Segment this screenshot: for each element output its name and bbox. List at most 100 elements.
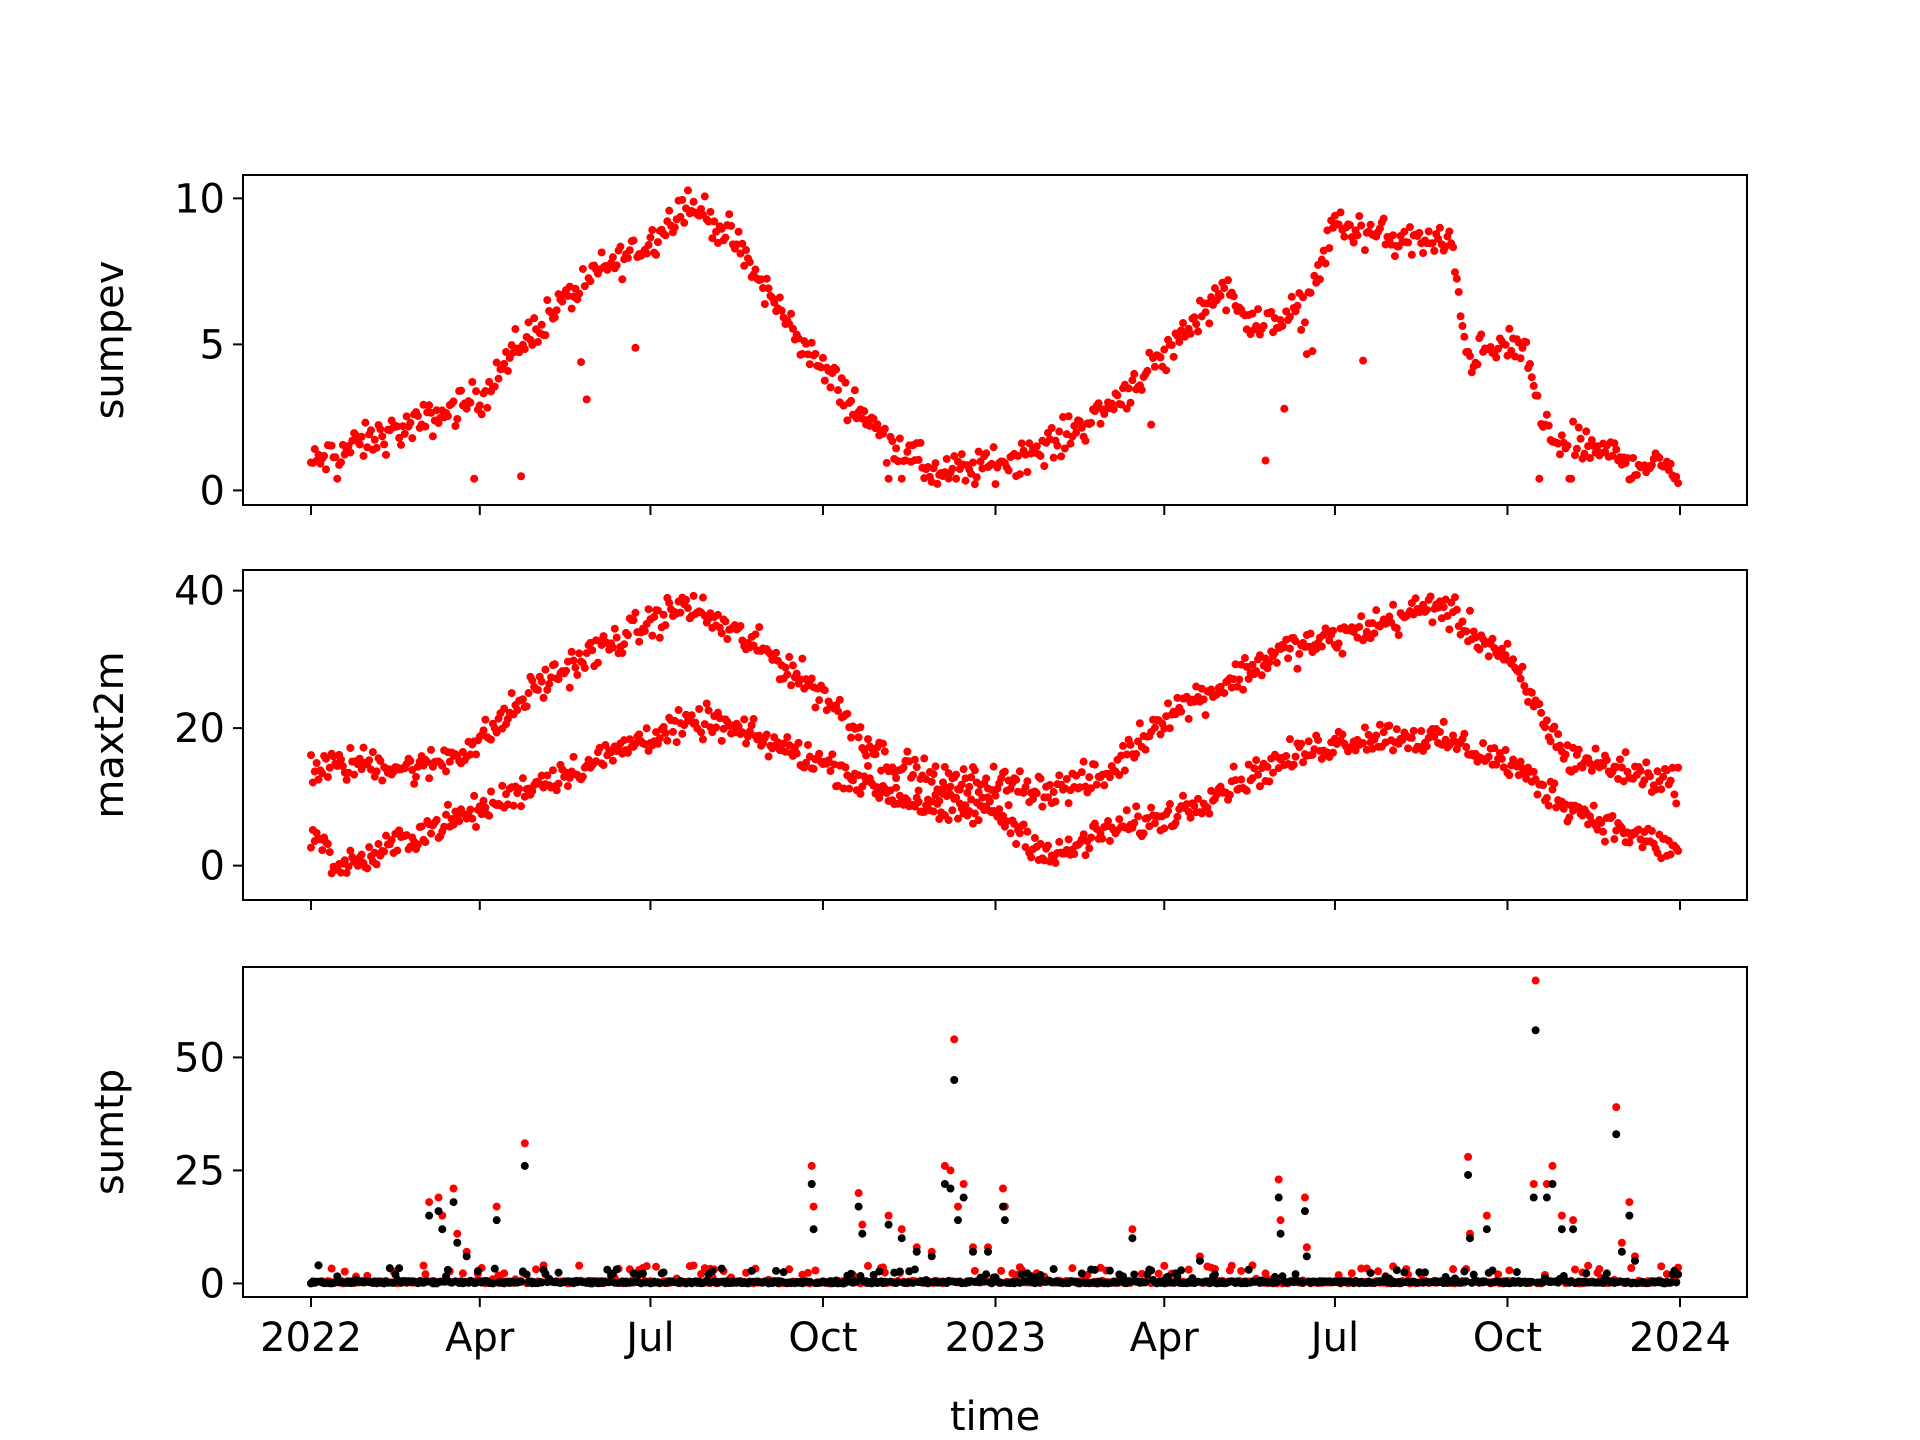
data-point (950, 1035, 959, 1044)
data-point (1090, 760, 1099, 769)
data-point (1036, 774, 1045, 783)
data-point (1674, 479, 1683, 488)
data-point (854, 733, 863, 742)
data-point (327, 1264, 336, 1273)
data-point (880, 424, 889, 433)
data-point (442, 810, 451, 819)
data-point (914, 786, 923, 795)
data-point (1291, 752, 1300, 761)
data-point (1582, 427, 1591, 436)
data-point (1400, 1268, 1409, 1277)
data-point (663, 736, 672, 745)
data-point (428, 432, 437, 441)
data-point (1359, 739, 1368, 748)
data-point (843, 416, 852, 425)
data-point (646, 233, 655, 242)
data-point (940, 1161, 949, 1170)
data-point (856, 789, 865, 798)
data-point (346, 448, 355, 457)
data-point (678, 195, 687, 204)
data-point (361, 418, 370, 427)
data-point (860, 407, 869, 416)
data-point (1201, 711, 1210, 720)
data-point (652, 1262, 661, 1271)
data-point (863, 1261, 872, 1270)
data-point (1392, 725, 1401, 734)
x-tick-label: 2023 (945, 1315, 1047, 1361)
data-point (1653, 767, 1662, 776)
data-point (442, 1272, 451, 1281)
data-point (1325, 244, 1334, 253)
data-point (1105, 773, 1114, 782)
data-point (423, 758, 432, 767)
data-point (1021, 843, 1030, 852)
data-point (432, 406, 441, 415)
data-point (425, 1211, 434, 1220)
data-point (1004, 801, 1013, 810)
x-tick-label: Jul (623, 1315, 674, 1361)
data-point (1244, 674, 1253, 683)
data-point (575, 289, 584, 298)
data-point (1229, 762, 1238, 771)
data-point (672, 738, 681, 747)
data-point (1119, 741, 1128, 750)
data-point (1255, 782, 1264, 791)
data-point (1242, 786, 1251, 795)
data-point (655, 633, 664, 642)
data-point (1550, 779, 1559, 788)
data-point (573, 670, 582, 679)
data-point (1055, 771, 1064, 780)
data-point (674, 706, 683, 715)
data-point (470, 474, 479, 483)
data-point (721, 233, 730, 242)
data-point (1225, 790, 1234, 799)
data-point (903, 747, 912, 756)
data-point (1237, 1266, 1246, 1275)
data-point (1449, 1265, 1458, 1274)
data-point (1657, 1262, 1666, 1271)
data-point (500, 359, 509, 368)
data-point (1576, 434, 1585, 443)
data-point (382, 450, 391, 459)
y-tick-label: 0 (200, 468, 225, 514)
data-point (1012, 840, 1021, 849)
data-point (1540, 723, 1549, 732)
series-points (307, 186, 1683, 489)
data-point (552, 306, 561, 315)
data-point (817, 363, 826, 372)
data-point (1617, 763, 1626, 772)
data-point (1248, 309, 1257, 318)
data-point (1280, 404, 1289, 413)
data-point (1539, 781, 1548, 790)
data-point (858, 1229, 867, 1238)
data-point (659, 610, 668, 619)
data-point (554, 779, 563, 788)
data-point (1336, 208, 1345, 217)
data-point (1389, 600, 1398, 609)
data-point (944, 816, 953, 825)
data-point (1527, 373, 1536, 382)
data-point (1150, 362, 1159, 371)
data-point (1567, 474, 1576, 483)
data-point (1627, 1263, 1636, 1272)
data-point (1302, 1252, 1311, 1261)
data-point (421, 1270, 430, 1279)
data-point (410, 779, 419, 788)
data-point (1224, 276, 1233, 285)
data-point (710, 217, 719, 226)
data-point (897, 1225, 906, 1234)
data-point (1584, 1261, 1593, 1270)
data-point (1505, 1266, 1514, 1275)
data-point (659, 1268, 668, 1277)
data-point (1049, 788, 1058, 797)
data-point (929, 770, 938, 779)
data-point (1610, 835, 1619, 844)
data-point (1550, 722, 1559, 731)
data-point (582, 395, 591, 404)
data-point (1572, 444, 1581, 453)
data-point (1306, 288, 1315, 297)
data-point (1460, 729, 1469, 738)
data-point (1623, 454, 1632, 463)
data-point (997, 1266, 1006, 1275)
data-point (612, 261, 621, 270)
